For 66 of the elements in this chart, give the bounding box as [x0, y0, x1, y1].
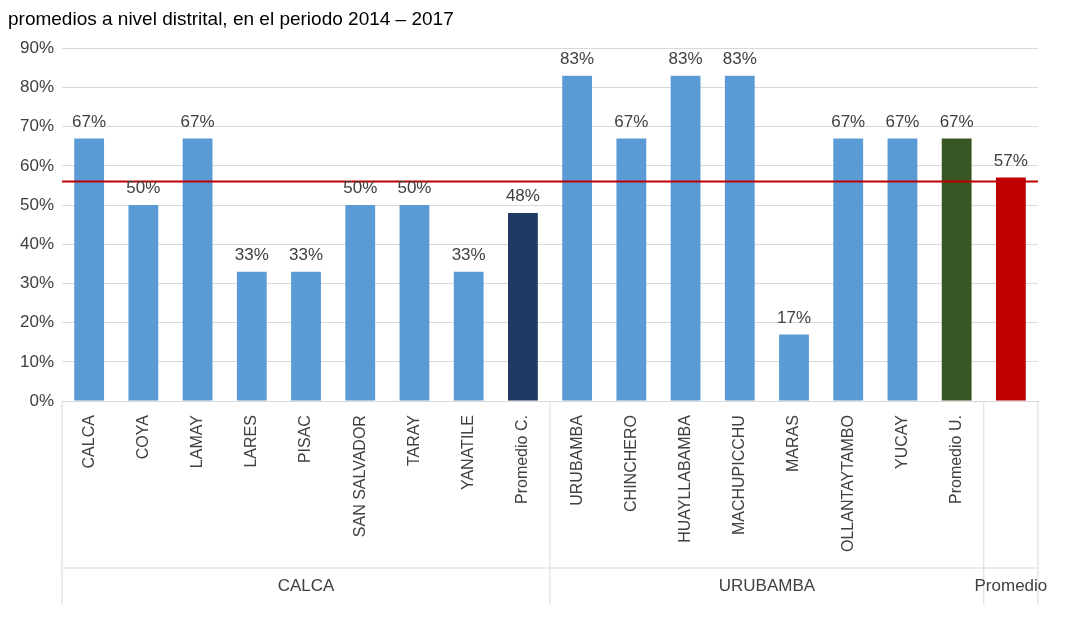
x-tick-label: YANATILE — [459, 415, 477, 491]
bar — [941, 138, 972, 401]
text: URUBAMBA — [718, 575, 816, 595]
data-label: 33% — [451, 244, 486, 264]
data-label: 50% — [343, 178, 378, 198]
y-tick-label: 60% — [19, 155, 55, 175]
bar — [345, 205, 376, 401]
y-tick-label: 80% — [19, 77, 55, 97]
x-tick-label: SAN SALVADOR — [350, 415, 368, 538]
x-tick-label: TARAY — [404, 414, 422, 467]
bar — [291, 271, 321, 401]
data-label: 83% — [722, 48, 757, 68]
x-tick-label: LAMAY — [187, 414, 205, 469]
x-tick-label: Promedio C. — [513, 415, 531, 505]
x-tick-label: CHINCHERO — [621, 415, 639, 512]
data-label: 57% — [993, 150, 1028, 170]
y-tick-label: 50% — [19, 194, 55, 214]
y-tick-label: 70% — [19, 116, 55, 136]
bar — [616, 138, 647, 401]
data-label: 67% — [885, 111, 920, 131]
x-tick-label: COYA — [133, 414, 151, 460]
data-label: 67% — [614, 111, 649, 131]
y-tick-label: 10% — [19, 351, 55, 371]
x-tick-label: MACHUPICCHU — [730, 415, 748, 536]
data-label: 67% — [180, 111, 215, 131]
x-tick-label: YUCAY — [892, 414, 910, 470]
x-tick-label: HUAYLLABAMBA — [675, 414, 693, 543]
data-label: 83% — [668, 48, 703, 68]
data-label: 33% — [234, 244, 269, 264]
data-label: 17% — [776, 307, 812, 327]
data-label: 50% — [397, 178, 432, 198]
y-tick-label: 90% — [19, 37, 55, 57]
text: CALCA — [277, 575, 336, 595]
y-tick-label: 30% — [19, 273, 55, 293]
bar — [670, 75, 701, 401]
data-label: 67% — [831, 111, 866, 131]
data-label: 50% — [126, 178, 161, 198]
x-tick-label: LARES — [242, 415, 260, 468]
bar — [182, 138, 213, 401]
bar — [453, 271, 484, 401]
bar — [236, 271, 267, 401]
chart-title: promedios a nivel distrital, en el periodo 2014 – 2017 — [8, 8, 455, 30]
x-tick-label: Promedio U. — [947, 415, 965, 505]
bar — [399, 205, 430, 401]
bar — [887, 138, 918, 401]
x-tick-label: CALCA — [79, 414, 97, 469]
y-tick-label: 0% — [29, 390, 55, 410]
bar — [724, 75, 755, 401]
x-tick-label: URUBAMBA — [567, 414, 585, 506]
bar — [833, 138, 864, 401]
data-label: 33% — [289, 244, 324, 264]
bar — [562, 75, 593, 401]
bar — [128, 205, 159, 401]
x-tick-label: MARAS — [784, 415, 802, 472]
text: Promedio — [974, 575, 1048, 595]
data-label: 48% — [505, 186, 540, 206]
data-label: 83% — [560, 48, 595, 68]
x-tick-label: PISAC — [296, 415, 314, 464]
data-label: 67% — [939, 111, 974, 131]
bar — [507, 212, 538, 401]
y-tick-label: 20% — [19, 312, 55, 332]
y-tick-label: 40% — [19, 233, 55, 253]
x-tick-label: OLLANTAYTAMBO — [838, 415, 856, 553]
bar — [779, 334, 809, 401]
data-label: 67% — [72, 111, 107, 131]
bar — [74, 138, 105, 401]
